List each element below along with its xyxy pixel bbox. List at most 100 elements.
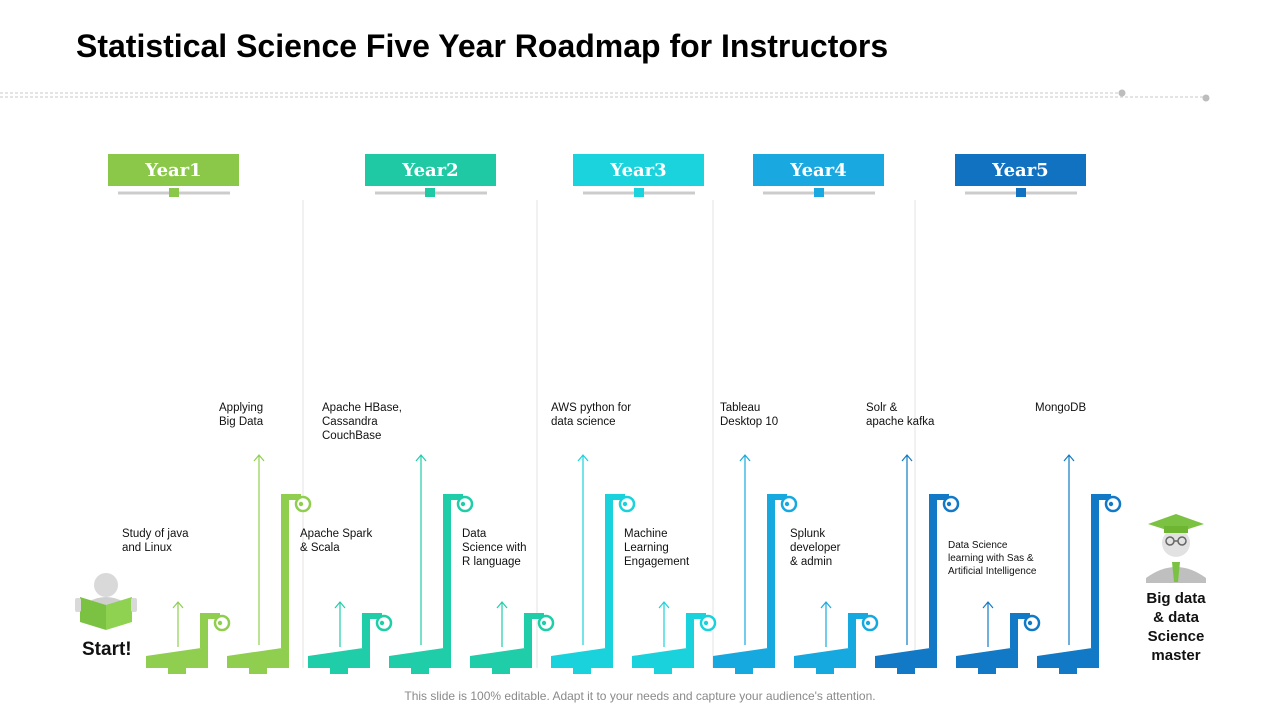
step-5-label: Data Science with R language <box>462 527 527 569</box>
step-8-hook-dot <box>784 501 790 507</box>
step-7-hook-dot <box>703 620 709 626</box>
step-3-hook-dot <box>379 620 385 626</box>
step-4-base <box>389 647 451 668</box>
year-5-label: Year5 <box>992 159 1049 181</box>
step-12-arrow-head <box>1063 454 1075 462</box>
step-8-arrow-head <box>739 454 751 462</box>
step-12-marker <box>1037 454 1122 674</box>
step-2-label: Applying Big Data <box>219 401 263 429</box>
step-10-label: Solr & apache kafka <box>866 401 934 429</box>
start-label: Start! <box>82 639 132 660</box>
step-7-tab <box>654 668 672 674</box>
step-5-hook-dot <box>541 620 547 626</box>
year-2-header: Year2 <box>365 154 496 186</box>
master-line1: Big data <box>1146 590 1206 607</box>
step-3-base <box>308 647 370 668</box>
step-12-base <box>1037 647 1099 668</box>
step-12-pole <box>1091 494 1111 648</box>
step-8-pole <box>767 494 787 648</box>
step-7-marker <box>632 601 717 674</box>
step-1-line1: Study of java <box>122 528 189 540</box>
step-4-line2: Cassandra <box>322 416 378 428</box>
step-11-base <box>956 647 1018 668</box>
reader-icon <box>75 573 137 630</box>
step-10-base <box>875 647 937 668</box>
title-separator <box>0 89 1210 102</box>
step-2-line1: Applying <box>219 402 264 414</box>
step-6-marker <box>551 454 636 674</box>
year-3-label: Year3 <box>610 159 667 181</box>
step-3-tab <box>330 668 348 674</box>
step-6-tab <box>573 668 591 674</box>
step-2-tab <box>249 668 267 674</box>
step-5-marker <box>470 601 555 674</box>
step-11-arrow-head <box>982 601 994 609</box>
step-11-hook-dot <box>1027 620 1033 626</box>
step-1-label: Study of java and Linux <box>122 527 188 555</box>
step-3-arrow-head <box>334 601 346 609</box>
step-2-marker <box>227 454 312 674</box>
year-dividers <box>302 200 916 668</box>
step-12-hook-dot <box>1108 501 1114 507</box>
step-8-marker <box>713 454 798 674</box>
step-4-tab <box>411 668 429 674</box>
step-8-base <box>713 647 775 668</box>
master-line3: Science <box>1147 628 1205 645</box>
step-11-marker <box>956 601 1041 674</box>
year-2-label: Year2 <box>402 159 459 181</box>
step-7-arrow-head <box>658 601 670 609</box>
page-title: Statistical Science Five Year Roadmap fo… <box>76 28 889 64</box>
steps-layer <box>146 454 1122 674</box>
step-9-line3: & admin <box>790 556 833 568</box>
step-5-line2: Science with <box>462 542 527 554</box>
year-3-header: Year3 <box>573 154 704 186</box>
step-10-pole <box>929 494 949 648</box>
step-8-line1: Tableau <box>720 402 761 414</box>
step-10-line1: Solr & <box>866 402 898 414</box>
year-1-label: Year1 <box>145 159 202 181</box>
step-9-base <box>794 647 856 668</box>
step-2-line2: Big Data <box>219 416 264 428</box>
step-11-line2: learning with Sas & <box>948 553 1034 564</box>
step-8-tab <box>735 668 753 674</box>
step-10-tab <box>897 668 915 674</box>
year-4-label: Year4 <box>790 159 847 181</box>
step-12-tab <box>1059 668 1077 674</box>
step-8-label: Tableau Desktop 10 <box>720 401 778 429</box>
step-4-pole <box>443 494 463 648</box>
step-9-arrow-head <box>820 601 832 609</box>
step-11-line3: Artificial Intelligence <box>948 566 1037 577</box>
step-9-line1: Splunk <box>790 528 826 540</box>
step-6-hook-dot <box>622 501 628 507</box>
step-9-label: Splunk developer & admin <box>790 527 841 569</box>
step-1-line2: and Linux <box>122 542 172 554</box>
step-5-base <box>470 647 532 668</box>
step-4-line1: Apache HBase, <box>322 402 402 414</box>
step-6-arrow-head <box>577 454 589 462</box>
step-4-label: Apache HBase, Cassandra CouchBase <box>322 401 402 443</box>
step-7-base <box>632 647 694 668</box>
step-3-label: Apache Spark & Scala <box>300 527 372 555</box>
step-10-marker <box>875 454 960 674</box>
step-2-arrow-head <box>253 454 265 462</box>
year-4-header: Year4 <box>753 154 884 186</box>
footer-note: This slide is 100% editable. Adapt it to… <box>404 689 876 703</box>
step-11-tab <box>978 668 996 674</box>
step-3-marker <box>308 601 393 674</box>
step-8-line2: Desktop 10 <box>720 416 779 428</box>
step-6-line1: AWS python for <box>551 402 632 414</box>
step-1-tab <box>168 668 186 674</box>
step-5-line3: R language <box>462 556 521 568</box>
graduate-icon <box>1146 514 1206 583</box>
step-7-label: Machine Learning Engagement <box>624 527 689 569</box>
step-5-line1: Data <box>462 528 487 540</box>
step-4-arrow-head <box>415 454 427 462</box>
step-10-arrow-head <box>901 454 913 462</box>
step-2-pole <box>281 494 301 648</box>
step-1-marker <box>146 601 231 674</box>
year-1-header: Year1 <box>108 154 239 186</box>
step-1-hook-dot <box>217 620 223 626</box>
step-11-label: Data Science learning with Sas & Artific… <box>948 539 1036 578</box>
step-5-tab <box>492 668 510 674</box>
